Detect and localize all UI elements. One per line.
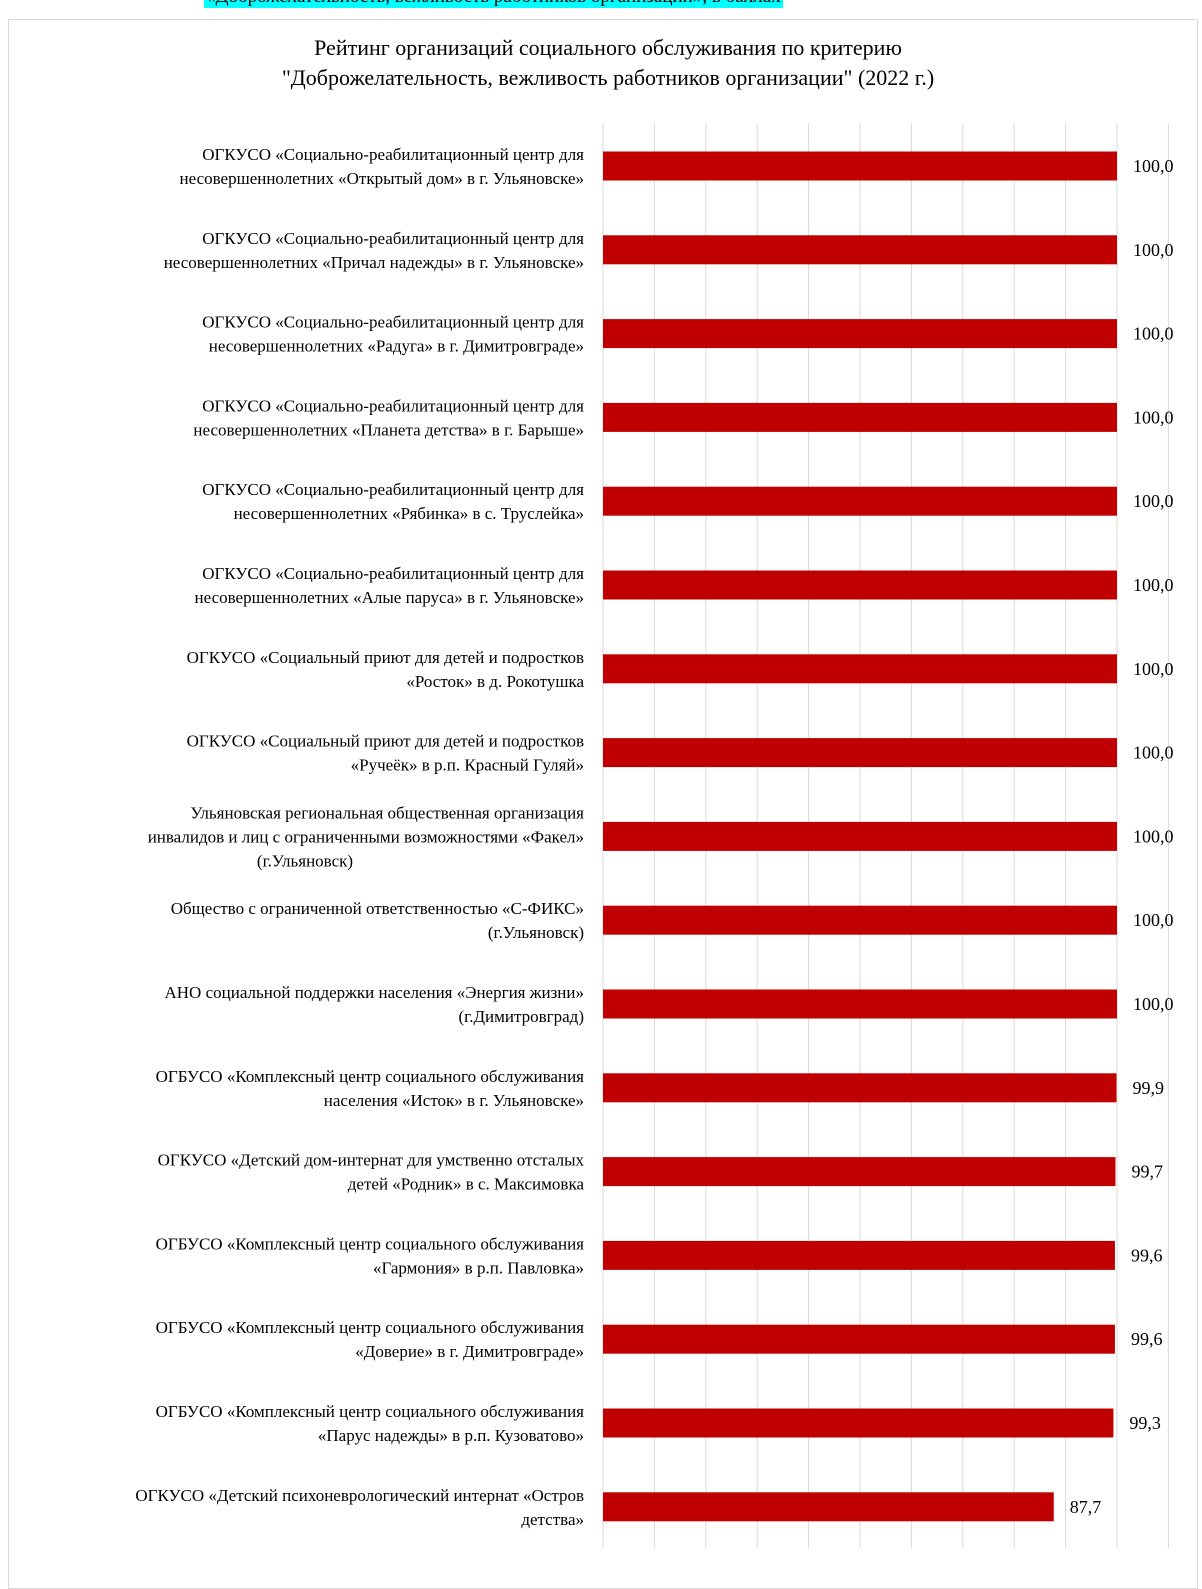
bar — [603, 151, 1117, 181]
value-labels: 100,0 100,0 100,0 100,0 100,0 100,0 100,0 100,0… — [1070, 156, 1174, 1517]
value-label: 99,3 — [1129, 1413, 1161, 1433]
bar — [603, 235, 1117, 265]
value-label: 100,0 — [1133, 575, 1174, 595]
category-label: ОГКУСО «Детский дом-интернат для умствен… — [158, 1151, 585, 1194]
value-label: 100,0 — [1133, 743, 1174, 763]
bar — [603, 989, 1117, 1019]
bar — [603, 402, 1117, 432]
category-labels: ОГКУСО «Социально-реабилитационный центр… — [135, 145, 584, 1529]
category-label: Ульяновская региональная общественная ор… — [148, 803, 584, 870]
category-label: ОГКУСО «Социально-реабилитационный центр… — [164, 229, 584, 272]
bar — [603, 1324, 1115, 1354]
bar — [603, 319, 1117, 349]
category-label: ОГКУСО «Социальный приют для детей и под… — [187, 648, 585, 691]
bar — [603, 654, 1117, 684]
category-label: ОГБУСО «Комплексный центр социального об… — [156, 1402, 585, 1445]
category-label: ОГКУСО «Социально-реабилитационный центр… — [180, 145, 585, 188]
bar — [603, 1157, 1116, 1187]
category-label: Общество с ограниченной ответственностью… — [171, 899, 584, 942]
bar — [603, 486, 1117, 516]
category-label: ОГКУСО «Социально-реабилитационный центр… — [195, 564, 585, 607]
value-label: 87,7 — [1070, 1497, 1102, 1517]
bar — [603, 1240, 1115, 1270]
bar — [603, 821, 1117, 851]
value-label: 100,0 — [1133, 910, 1174, 930]
category-label: АНО социальной поддержки населения «Энер… — [165, 983, 585, 1026]
bar — [603, 570, 1117, 600]
value-label: 100,0 — [1133, 240, 1174, 260]
value-label: 100,0 — [1133, 156, 1174, 176]
category-label: ОГКУСО «Социально-реабилитационный центр… — [202, 480, 584, 523]
value-label: 100,0 — [1133, 491, 1174, 511]
chart-title-line-2: "Доброжелательность, вежливость работник… — [281, 65, 935, 90]
value-label: 100,0 — [1133, 826, 1174, 846]
category-label: ОГКУСО «Социально-реабилитационный центр… — [202, 313, 584, 356]
top-caption: «Доброжелательность, вежливость работник… — [204, 0, 783, 8]
category-label: ОГКУСО «Социальный приют для детей и под… — [187, 732, 584, 775]
value-label: 99,7 — [1131, 1162, 1163, 1182]
value-label: 100,0 — [1133, 994, 1174, 1014]
bars — [603, 151, 1117, 1522]
bar — [603, 1408, 1114, 1438]
bar — [603, 738, 1117, 768]
value-label: 100,0 — [1133, 659, 1174, 679]
bar — [603, 1073, 1117, 1103]
chart-title-line-1: Рейтинг организаций социального обслужив… — [314, 35, 902, 60]
category-label: ОГБУСО «Комплексный центр социального об… — [156, 1318, 585, 1361]
bar — [603, 1492, 1054, 1522]
value-label: 99,6 — [1131, 1245, 1163, 1265]
value-label: 100,0 — [1133, 324, 1174, 344]
chart-title: Рейтинг организаций социального обслужив… — [0, 33, 1202, 93]
value-label: 99,6 — [1131, 1329, 1163, 1349]
bar — [603, 905, 1117, 935]
category-label: ОГБУСО «Комплексный центр социального об… — [156, 1234, 585, 1277]
value-label: 100,0 — [1133, 407, 1174, 427]
category-label: ОГБУСО «Комплексный центр социального об… — [156, 1067, 585, 1110]
category-label: ОГКУСО «Социально-реабилитационный центр… — [193, 396, 584, 439]
category-label: ОГКУСО «Детский психоневрологический инт… — [135, 1486, 584, 1529]
value-label: 99,9 — [1132, 1078, 1164, 1098]
